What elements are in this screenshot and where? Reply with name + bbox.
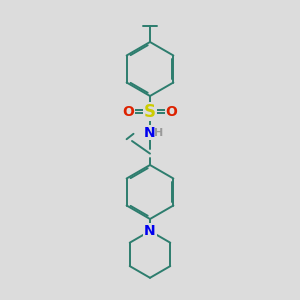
Text: N: N [144, 226, 156, 240]
Text: N: N [144, 224, 156, 238]
Text: O: O [166, 105, 178, 118]
Text: H: H [154, 128, 163, 138]
Text: N: N [144, 126, 156, 140]
Text: O: O [122, 105, 134, 118]
Text: S: S [144, 103, 156, 121]
